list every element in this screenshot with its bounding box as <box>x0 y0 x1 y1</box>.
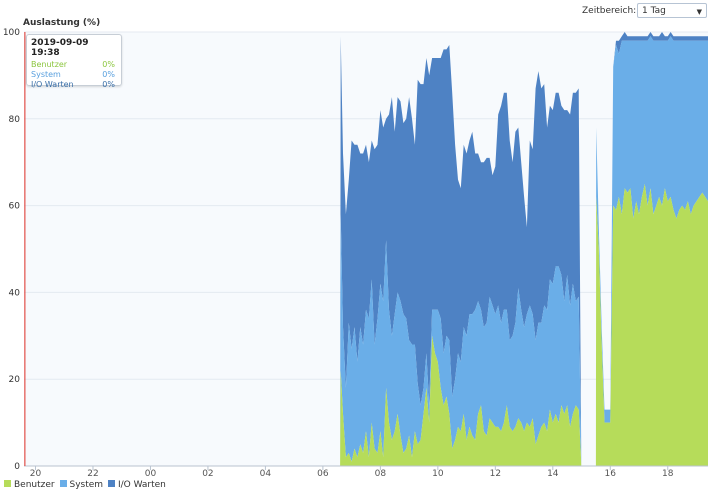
x-tick-label: 12 <box>490 469 501 479</box>
x-tick-label: 02 <box>202 469 213 479</box>
time-range-select[interactable]: 1 Tag ▼ <box>637 3 707 18</box>
area-i-o-warten <box>24 32 708 466</box>
y-tick-label: 40 <box>9 288 21 298</box>
legend-item-io-warten[interactable]: I/O Warten <box>107 480 166 490</box>
legend-item-benutzer[interactable]: Benutzer <box>4 480 55 490</box>
area-benutzer <box>24 183 708 466</box>
legend-label: Benutzer <box>14 480 55 490</box>
y-tick-label: 80 <box>9 115 21 125</box>
y-tick-label: 60 <box>9 202 21 212</box>
x-tick-label: 16 <box>605 469 617 479</box>
legend-label: System <box>69 480 104 490</box>
tooltip-row-system: System 0% <box>31 70 117 80</box>
tooltip-row-benutzer: Benutzer 0% <box>31 60 117 70</box>
legend-swatch <box>4 480 11 487</box>
chevron-down-icon: ▼ <box>696 8 702 16</box>
x-tick-label: 08 <box>375 469 387 479</box>
time-range-label: Zeitbereich: <box>582 6 637 16</box>
y-tick-label: 100 <box>3 28 20 38</box>
top-bar: Zeitbereich: 1 Tag ▼ <box>0 0 710 22</box>
x-tick-label: 00 <box>145 469 157 479</box>
tooltip-series-name: Benutzer <box>31 60 68 69</box>
tooltip-date: 2019-09-09 19:38 <box>31 38 89 58</box>
x-tick-label: 22 <box>87 469 98 479</box>
tooltip-series-value: 0% <box>102 80 115 89</box>
x-tick-label: 18 <box>662 469 674 479</box>
x-tick-label: 10 <box>432 469 444 479</box>
tooltip-series-name: System <box>31 70 61 79</box>
y-axis-title: Auslastung (%) <box>23 18 101 28</box>
tooltip-series-name: I/O Warten <box>31 80 74 89</box>
y-tick-label: 20 <box>9 375 21 385</box>
area-system <box>24 36 708 467</box>
chart-tooltip: 2019-09-09 19:38 Benutzer 0% System 0% I… <box>26 34 122 89</box>
tooltip-series-value: 0% <box>102 70 115 79</box>
x-tick-label: 04 <box>260 469 272 479</box>
x-tick-label: 06 <box>317 469 329 479</box>
tooltip-series-value: 0% <box>102 60 115 69</box>
legend-swatch <box>107 480 115 487</box>
y-tick-label: 0 <box>14 462 20 472</box>
legend-label: I/O Warten <box>117 480 166 490</box>
x-tick-label: 20 <box>30 469 42 479</box>
chart-legend: Benutzer System I/O Warten <box>4 480 168 492</box>
x-tick-label: 14 <box>547 469 559 479</box>
legend-swatch <box>59 480 67 487</box>
tooltip-row-io: I/O Warten 0% <box>31 80 117 90</box>
time-range-value: 1 Tag <box>642 6 666 16</box>
legend-item-system[interactable]: System <box>59 480 104 490</box>
